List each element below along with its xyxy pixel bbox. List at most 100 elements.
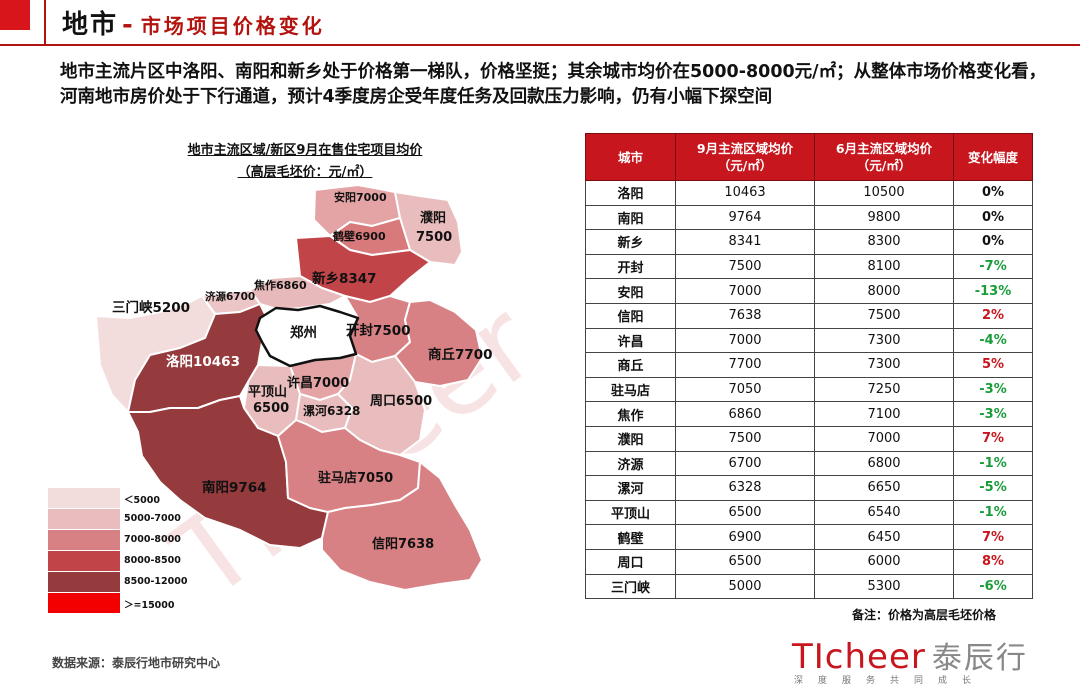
label-puyang-name: 濮阳	[420, 210, 446, 226]
cell-city: 商丘	[585, 352, 676, 378]
cell-city: 开封	[585, 253, 676, 280]
table-row: 漯河 6328 6650 -5%	[585, 475, 1033, 501]
label-nanyang: 南阳9764	[202, 479, 267, 496]
cell-sep-price: 6700	[675, 450, 815, 477]
price-table: 城市 9月主流区域均价 （元/㎡） 6月主流区域均价 （元/㎡） 变化幅度 洛阳 10…	[585, 133, 1033, 600]
summary-text: 地市主流片区中洛阳、南阳和新乡处于价格第一梯队，价格坚挺；其余城市均价在5000…	[60, 62, 1047, 107]
cell-sep-price: 7700	[675, 352, 815, 378]
label-zhumadian: 驻马店7050	[318, 470, 393, 486]
cell-change: 7%	[953, 524, 1033, 550]
legend-swatch	[48, 530, 120, 550]
cell-city: 濮阳	[585, 425, 676, 452]
label-shangqiu: 商丘7700	[428, 346, 493, 363]
page-title-main: 地市	[62, 10, 119, 40]
header-sep-price: 9月主流区域均价 （元/㎡）	[675, 133, 815, 181]
legend-swatch	[48, 572, 120, 592]
cell-city: 周口	[585, 548, 676, 575]
region-shangqiu	[394, 299, 483, 387]
cell-jun-price: 7500	[814, 302, 954, 329]
cell-jun-price: 5300	[814, 573, 954, 600]
cell-change: 0%	[953, 229, 1033, 255]
header-decoration	[0, 0, 46, 46]
table-row: 濮阳 7500 7000 7%	[585, 425, 1033, 452]
table-note: 备注：价格为高层毛坯价格	[852, 608, 997, 622]
label-luoyang: 洛阳10463	[166, 353, 240, 370]
cell-city: 安阳	[585, 278, 676, 304]
table-row: 焦作 6860 7100 -3%	[585, 401, 1033, 427]
cell-sep-price: 7500	[675, 253, 815, 280]
cell-city: 新乡	[585, 229, 676, 255]
table-row: 信阳 7638 7500 2%	[585, 302, 1033, 329]
cell-change: -1%	[953, 450, 1033, 477]
cell-sep-price: 6900	[675, 524, 815, 550]
cell-change: -13%	[953, 278, 1033, 304]
table-row: 周口 6500 6000 8%	[585, 548, 1033, 575]
cell-city: 洛阳	[585, 180, 676, 206]
cell-jun-price: 6450	[814, 524, 954, 550]
cell-jun-price: 7100	[814, 401, 954, 427]
henan-price-map: 安阳7000 濮阳 7500 鹤壁6900 新乡8347 焦作6860 济源67…	[95, 184, 493, 591]
table-row: 许昌 7000 7300 -4%	[585, 327, 1033, 354]
cell-jun-price: 6000	[814, 548, 954, 575]
region-zhengzhou	[254, 304, 360, 368]
label-xinyang: 信阳7638	[372, 536, 434, 552]
cell-jun-price: 8100	[814, 253, 954, 280]
cell-city: 平顶山	[585, 499, 676, 526]
region-jiaozuo	[249, 275, 346, 311]
cell-change: -6%	[953, 573, 1033, 600]
cell-jun-price: 7300	[814, 327, 954, 354]
cell-jun-price: 6540	[814, 499, 954, 526]
label-xuchang: 许昌7000	[287, 375, 349, 391]
label-hebi: 鹤壁6900	[333, 229, 386, 243]
label-sanmenxia: 三门峡5200	[112, 299, 190, 316]
cell-sep-price: 6328	[675, 475, 815, 501]
label-pingdingshan-name: 平顶山	[248, 384, 287, 400]
cell-city: 漯河	[585, 475, 676, 501]
legend-label: ＜5000	[124, 495, 160, 506]
table-row: 开封 7500 8100 -7%	[585, 253, 1033, 280]
cell-sep-price: 7000	[675, 278, 815, 304]
page-title: 地市 - 市场项目价格变化	[62, 10, 325, 40]
header-jun-price: 6月主流区域均价 （元/㎡）	[814, 133, 954, 181]
legend-swatch	[48, 593, 120, 613]
map-title-line2: （高层毛坯价：元/㎡）	[237, 165, 373, 180]
label-kaifeng: 开封7500	[346, 322, 411, 339]
table-row: 新乡 8341 8300 0%	[585, 229, 1033, 255]
cell-sep-price: 8341	[675, 229, 815, 255]
cell-city: 焦作	[585, 401, 676, 427]
cell-change: -4%	[953, 327, 1033, 354]
map-title-line1: 地市主流区域/新区9月在售住宅项目均价	[187, 143, 423, 158]
cell-jun-price: 7000	[814, 425, 954, 452]
label-zhengzhou: 郑州	[290, 324, 317, 341]
cell-sep-price: 7000	[675, 327, 815, 354]
table-header-row: 城市 9月主流区域均价 （元/㎡） 6月主流区域均价 （元/㎡） 变化幅度	[585, 133, 1033, 181]
cell-jun-price: 9800	[814, 204, 954, 231]
cell-change: 8%	[953, 548, 1033, 575]
cell-change: -5%	[953, 475, 1033, 501]
cell-jun-price: 8300	[814, 229, 954, 255]
legend-swatch	[48, 509, 120, 529]
cell-sep-price: 5000	[675, 573, 815, 600]
header-city: 城市	[585, 133, 676, 181]
cell-sep-price: 9764	[675, 204, 815, 231]
cell-sep-price: 6500	[675, 548, 815, 575]
label-pingdingshan-value: 6500	[253, 401, 289, 416]
cell-change: -1%	[953, 499, 1033, 526]
cell-jun-price: 7300	[814, 352, 954, 378]
cell-jun-price: 6650	[814, 475, 954, 501]
cell-change: -7%	[953, 253, 1033, 280]
cell-city: 驻马店	[585, 376, 676, 403]
label-puyang-value: 7500	[416, 230, 452, 245]
table-row: 平顶山 6500 6540 -1%	[585, 499, 1033, 526]
legend-label: 8000-8500	[124, 555, 181, 566]
legend-label: 7000-8000	[124, 534, 181, 545]
cell-change: -3%	[953, 376, 1033, 403]
cell-sep-price: 7638	[675, 302, 815, 329]
cell-change: 5%	[953, 352, 1033, 378]
cell-change: -3%	[953, 401, 1033, 427]
label-zhoukou: 周口6500	[370, 394, 432, 409]
region-xinyang	[321, 461, 483, 591]
cell-city: 济源	[585, 450, 676, 477]
logo-brand-cn: 泰辰行	[931, 641, 1028, 676]
cell-change: 0%	[953, 204, 1033, 231]
